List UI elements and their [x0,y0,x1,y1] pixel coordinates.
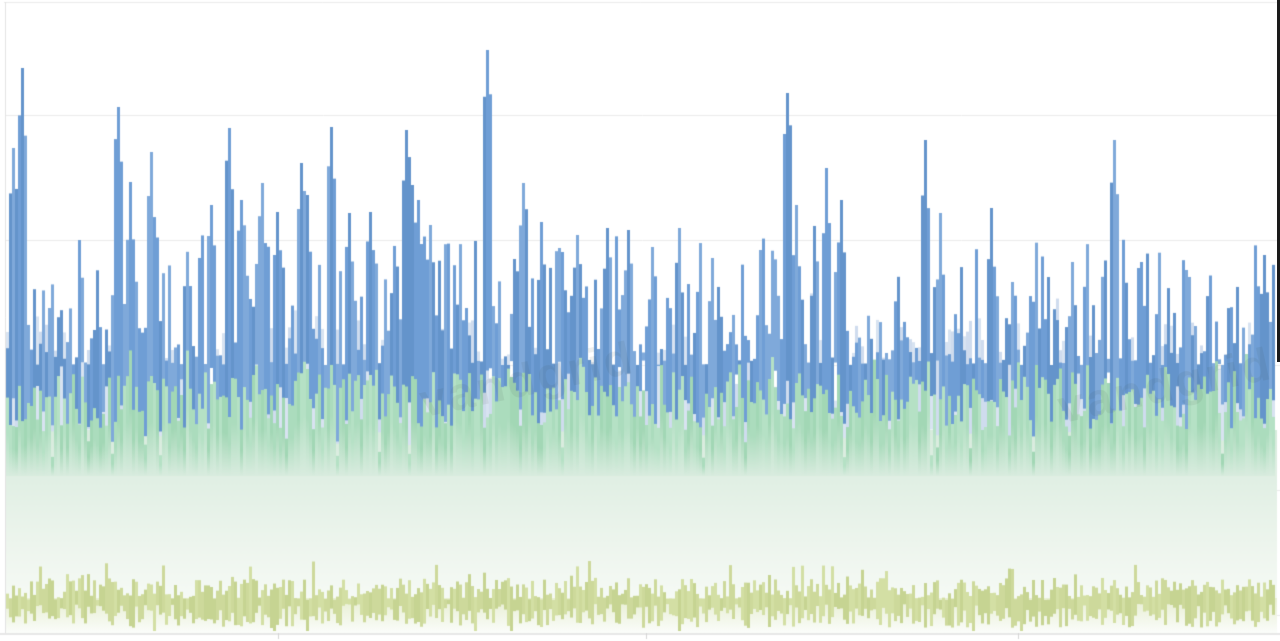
chart-stage: vandgrid vandgrid [0,0,1280,641]
chart-canvas[interactable] [0,0,1280,641]
